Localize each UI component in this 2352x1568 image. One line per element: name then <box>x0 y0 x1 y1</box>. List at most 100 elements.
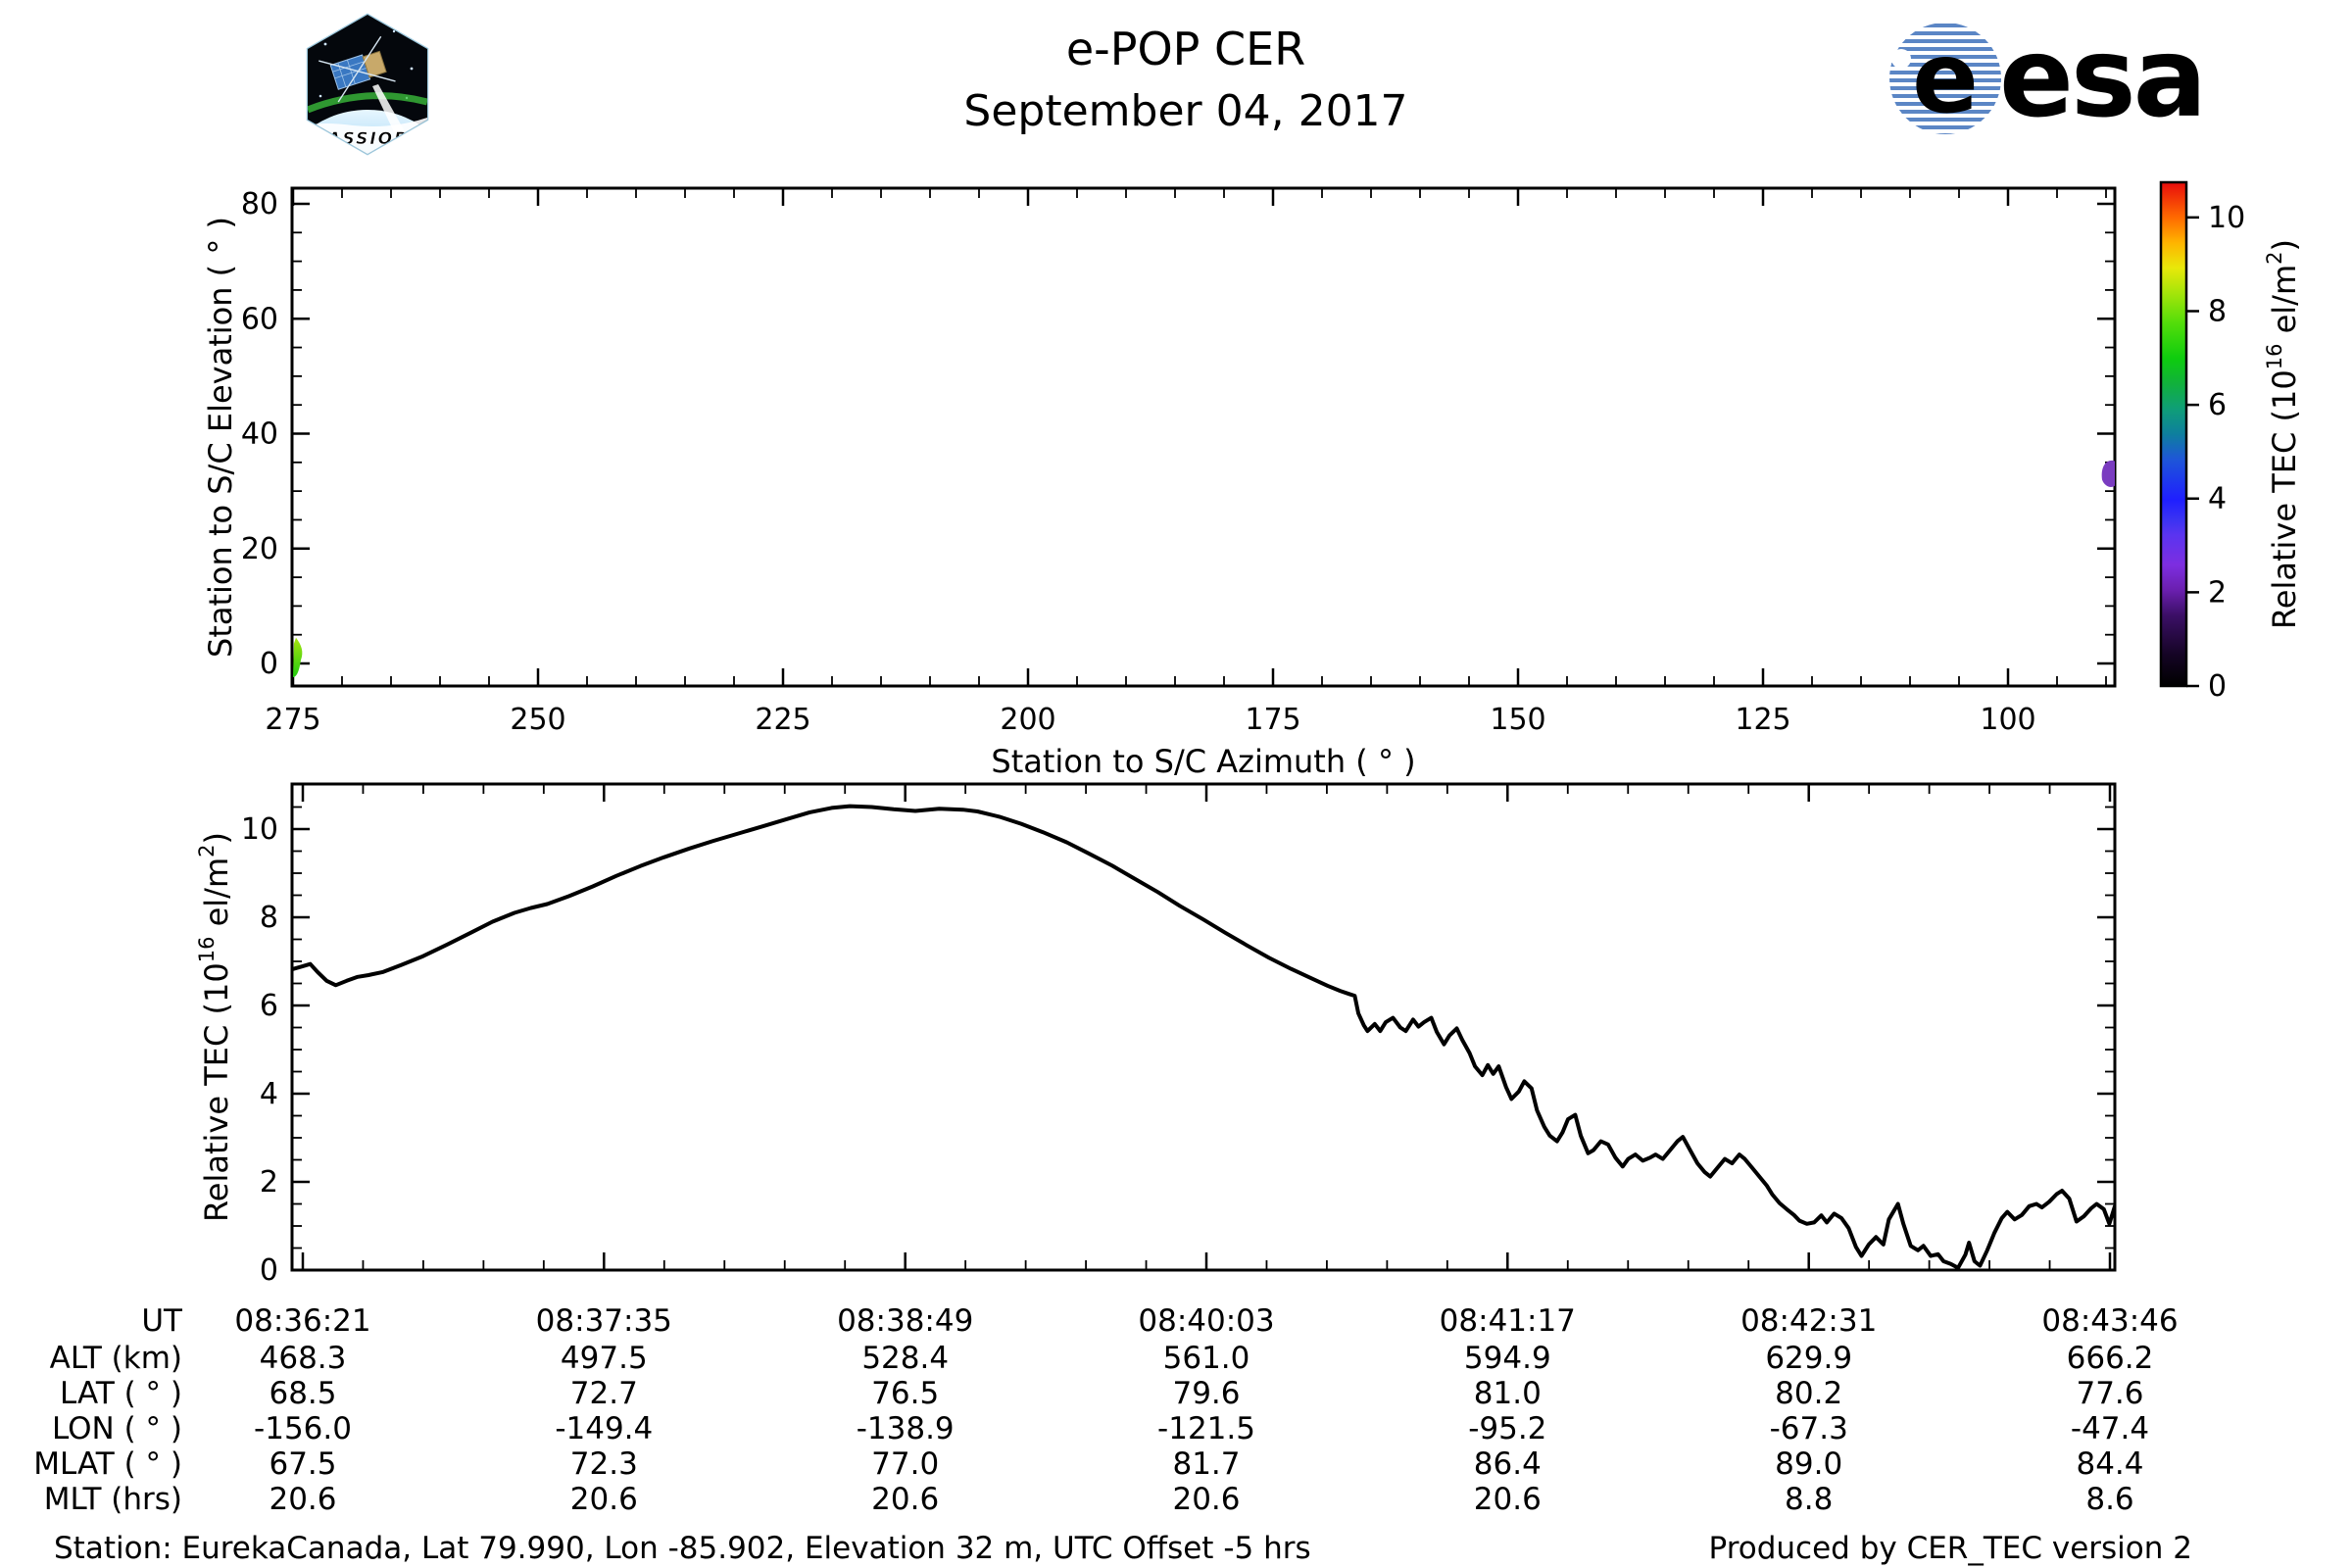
table-cell: 08:38:49 <box>837 1303 973 1339</box>
azimuth-tick-label: 275 <box>265 703 320 737</box>
table-cell: -121.5 <box>1157 1411 1255 1446</box>
elevation-tick-label: 80 <box>241 187 278 221</box>
table-cell: 20.6 <box>570 1482 638 1517</box>
table-cell: 20.6 <box>1172 1482 1240 1517</box>
produced-by: Produced by CER_TEC version 2 <box>1709 1531 2192 1566</box>
beam <box>372 84 406 136</box>
table-cell: 08:41:17 <box>1440 1303 1576 1339</box>
table-cell: 497.5 <box>561 1341 648 1376</box>
table-cell: 468.3 <box>260 1341 347 1376</box>
table-cell: -149.4 <box>555 1411 653 1446</box>
colorbar-tick-label: 4 <box>2208 482 2227 516</box>
tec-curve <box>292 804 2115 1270</box>
table-cell: 72.7 <box>570 1376 638 1411</box>
bottom-plot-ticks <box>292 784 2115 1272</box>
top-xaxis-label: Station to S/C Azimuth ( ° ) <box>991 743 1415 780</box>
elevation-tick-label: 0 <box>260 647 278 681</box>
table-cell: 86.4 <box>1474 1446 1542 1482</box>
table-cell: 68.5 <box>269 1376 336 1411</box>
colorbar-tick-label: 2 <box>2208 575 2227 610</box>
aurora-arc <box>308 92 427 114</box>
satellite-track <box>293 460 2115 677</box>
elevation-tick-label: 60 <box>241 302 278 336</box>
tec-tick-label: 0 <box>260 1253 278 1288</box>
table-cell: 77.0 <box>871 1446 939 1482</box>
table-cell: 20.6 <box>871 1482 939 1517</box>
table-cell: -156.0 <box>254 1411 352 1446</box>
track-start-mark <box>293 637 303 677</box>
tec-tick-label: 4 <box>260 1077 278 1111</box>
tec-time-chart: 0 2 4 6 8 10 Relative TEC (1016 el/m2) <box>195 782 2117 1288</box>
top-plot-frame <box>290 186 2117 688</box>
esa-logo: e esa <box>1889 15 2207 142</box>
table-cell: 594.9 <box>1464 1341 1551 1376</box>
page-date: September 04, 2017 <box>963 86 1407 136</box>
elevation-tick-label: 20 <box>241 532 278 566</box>
table-cell: -95.2 <box>1468 1411 1546 1446</box>
colorbar-frame <box>2159 180 2188 688</box>
esa-globe-dot <box>1891 49 1911 69</box>
azimuth-tick-label: 125 <box>1735 703 1790 737</box>
cassiope-logo: CASSIOPE <box>306 13 429 156</box>
table-cell: 79.6 <box>1172 1376 1240 1411</box>
bottom-plot-tick-labels: 0 2 4 6 8 10 <box>241 812 278 1288</box>
page-title: e-POP CER <box>1066 23 1305 75</box>
colorbar-tick-label: 8 <box>2208 294 2227 328</box>
tec-tick-label: 6 <box>260 989 278 1023</box>
satellite <box>318 35 396 103</box>
table-cell: 8.8 <box>1785 1482 1833 1517</box>
table-row-label: LON ( ° ) <box>52 1411 182 1446</box>
table-cell: 08:37:35 <box>536 1303 672 1339</box>
table-cell: 8.6 <box>2085 1482 2133 1517</box>
table-cell: -67.3 <box>1770 1411 1848 1446</box>
azimuth-tick-label: 100 <box>1980 703 2035 737</box>
colorbar-tick-label: 10 <box>2208 201 2245 235</box>
table-cell: 528.4 <box>861 1341 949 1376</box>
tec-tick-label: 8 <box>260 901 278 935</box>
table-cell: 89.0 <box>1775 1446 1842 1482</box>
track-end-mark <box>2101 460 2115 488</box>
colorbar-tick-label: 0 <box>2208 669 2227 704</box>
table-cell: 629.9 <box>1765 1341 1852 1376</box>
table-cell: 80.2 <box>1775 1376 1842 1411</box>
colorbar-label: Relative TEC (1016 el/m2) <box>2263 239 2303 629</box>
table-cell: 20.6 <box>1474 1482 1542 1517</box>
table-row-label: UT <box>141 1303 183 1339</box>
table-cell: 666.2 <box>2067 1341 2154 1376</box>
table-cell: 76.5 <box>871 1376 939 1411</box>
elevation-azimuth-chart: 275 250 225 200 175 150 125 100 0 20 40 60 80 Statio… <box>202 186 2117 780</box>
esa-globe-e: e <box>1912 21 1979 135</box>
table-cell: 84.4 <box>2076 1446 2143 1482</box>
bottom-yaxis-label: Relative TEC (1016 el/m2) <box>195 832 235 1222</box>
table-row-label: MLT (hrs) <box>44 1482 182 1517</box>
colorbar-tick-label: 6 <box>2208 388 2227 422</box>
table-cell: 561.0 <box>1163 1341 1250 1376</box>
table-row-label: ALT (km) <box>50 1341 182 1376</box>
table-cell: 08:42:31 <box>1740 1303 1877 1339</box>
table-cell: 81.7 <box>1172 1446 1240 1482</box>
table-cell: 08:43:46 <box>2041 1303 2178 1339</box>
azimuth-tick-label: 225 <box>755 703 810 737</box>
azimuth-tick-label: 250 <box>510 703 565 737</box>
azimuth-tick-label: 200 <box>1000 703 1055 737</box>
table-cell: 20.6 <box>269 1482 336 1517</box>
azimuth-tick-label: 175 <box>1245 703 1300 737</box>
elevation-tick-label: 40 <box>241 417 278 452</box>
table-cell: 08:36:21 <box>234 1303 370 1339</box>
table-cell: 77.6 <box>2076 1376 2143 1411</box>
colorbar: 0 2 4 6 8 10 Relative TEC (1016 el/m2) <box>2159 180 2303 704</box>
ephemeris-table: UT 08:36:21 08:37:35 08:38:49 08:40:03 08:41:… <box>33 1303 2178 1517</box>
table-cell: -47.4 <box>2071 1411 2149 1446</box>
tec-tick-label: 2 <box>260 1165 278 1200</box>
table-cell: 67.5 <box>269 1446 336 1482</box>
table-cell: 08:40:03 <box>1138 1303 1274 1339</box>
table-cell: -138.9 <box>857 1411 955 1446</box>
top-yaxis-label: Station to S/C Elevation ( ° ) <box>202 217 239 658</box>
table-cell: 81.0 <box>1474 1376 1542 1411</box>
tec-tick-label: 10 <box>241 812 278 847</box>
colorbar-gradient <box>2161 182 2186 686</box>
station-info: Station: EurekaCanada, Lat 79.990, Lon -… <box>54 1531 1311 1566</box>
table-cell: 72.3 <box>570 1446 638 1482</box>
